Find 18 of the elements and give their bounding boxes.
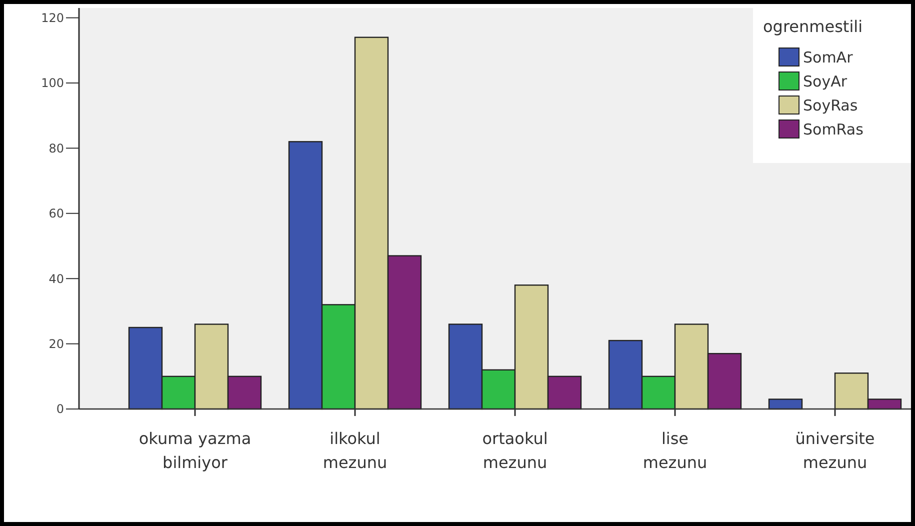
legend-label: SomRas [803, 120, 864, 138]
x-tick-label: okuma yazma bilmiyor [138, 429, 252, 472]
y-tick-label: 80 [48, 141, 64, 156]
bar [768, 398, 803, 410]
y-tick-label: 20 [48, 336, 64, 351]
legend-title: ogrenmestili [763, 17, 863, 36]
x-tick-label: ortaokul mezunu [482, 429, 548, 472]
legend-label: SoyRas [803, 96, 858, 114]
y-tick-label: 120 [41, 10, 64, 25]
y-tick-label: 40 [48, 272, 64, 286]
x-tick-label: ilkokul mezunu [322, 429, 388, 472]
y-tick-label: 100 [41, 76, 64, 90]
x-tick-label: lise mezunu [642, 429, 708, 472]
x-tick-label: üniversite mezunu [795, 429, 875, 472]
legend-label: SoyAr [803, 72, 848, 90]
legend-label: SomAr [803, 48, 854, 66]
y-tick-label: 0 [56, 402, 64, 416]
y-tick-label: 60 [48, 206, 64, 221]
